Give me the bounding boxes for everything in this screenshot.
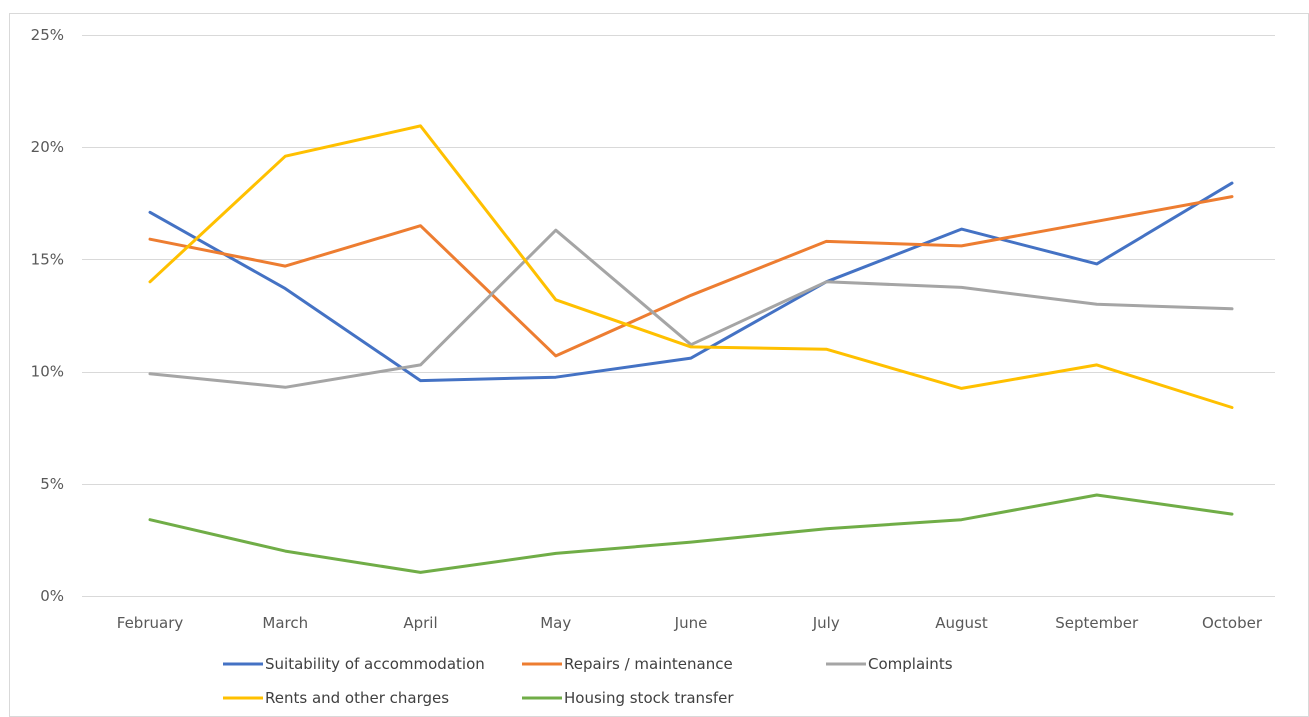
series-line-suitability-of-accommodation (148, 181, 1234, 383)
y-tick-label: 10% (31, 363, 64, 381)
legend-label: Rents and other charges (265, 689, 449, 707)
legend-label: Complaints (868, 655, 953, 673)
x-tick-label: June (674, 614, 708, 632)
x-tick-label: July (812, 614, 840, 632)
x-tick-label: September (1055, 614, 1139, 632)
x-tick-label: April (403, 614, 437, 632)
legend-label: Housing stock transfer (564, 689, 734, 707)
series-line-rents-and-other-charges (148, 124, 1234, 409)
legend-label: Suitability of accommodation (265, 655, 485, 673)
y-tick-label: 15% (31, 250, 64, 268)
x-axis-tick-labels: February March April May June July August Septe… (117, 614, 1263, 632)
y-tick-label: 5% (40, 475, 64, 493)
legend: Suitability of accommodation Repairs / ma… (223, 655, 953, 707)
y-axis-tick-labels: 0% 5% 10% 15% 20% 25% (31, 26, 64, 605)
series-lines (148, 124, 1234, 574)
y-tick-label: 20% (31, 138, 64, 156)
series-line-complaints (148, 228, 1234, 389)
y-tick-label: 0% (40, 587, 64, 605)
series-line-repairs-maintenance (148, 195, 1234, 358)
x-tick-label: February (117, 614, 184, 632)
x-tick-label: May (540, 614, 571, 632)
x-tick-label: August (935, 614, 988, 632)
series-line-housing-stock-transfer (148, 493, 1234, 574)
x-tick-label: March (262, 614, 308, 632)
x-tick-label: October (1202, 614, 1263, 632)
legend-label: Repairs / maintenance (564, 655, 733, 673)
gridlines (82, 35, 1275, 597)
y-tick-label: 25% (31, 26, 64, 44)
chart-area-border (9, 13, 1309, 717)
